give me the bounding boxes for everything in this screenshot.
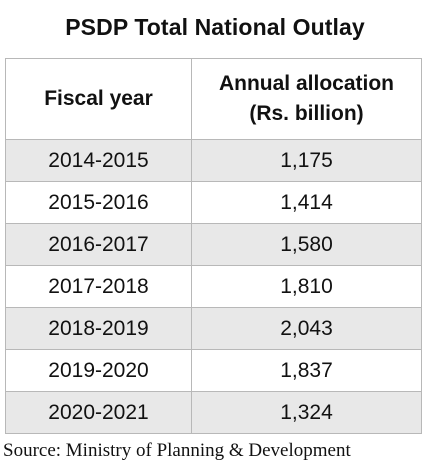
header-annual-allocation-line1: Annual allocation — [218, 72, 394, 95]
cell-fiscal-year: 2020-2021 — [5, 391, 192, 434]
header-annual-allocation-line2: (Rs. billion) — [249, 102, 364, 125]
cell-allocation: 1,324 — [191, 391, 422, 434]
source-note: Source: Ministry of Planning & Developme… — [3, 440, 351, 461]
table-row: 2017-2018 1,810 — [5, 265, 422, 308]
cell-fiscal-year: 2016-2017 — [5, 223, 192, 266]
header-row: Fiscal year Annual allocation (Rs. billi… — [5, 58, 422, 140]
table-row: 2015-2016 1,414 — [5, 181, 422, 224]
cell-fiscal-year: 2014-2015 — [5, 139, 192, 182]
header-fiscal-year: Fiscal year — [5, 58, 192, 140]
table-row: 2018-2019 2,043 — [5, 307, 422, 350]
outlay-table: Fiscal year Annual allocation (Rs. billi… — [5, 58, 422, 434]
table-row: 2020-2021 1,324 — [5, 391, 422, 434]
table-row: 2016-2017 1,580 — [5, 223, 422, 266]
cell-allocation: 1,580 — [191, 223, 422, 266]
cell-allocation: 1,414 — [191, 181, 422, 224]
cell-fiscal-year: 2017-2018 — [5, 265, 192, 308]
cell-allocation: 1,837 — [191, 349, 422, 392]
table-title: PSDP Total National Outlay — [65, 14, 365, 40]
header-annual-allocation: Annual allocation (Rs. billion) — [191, 58, 422, 140]
cell-allocation: 1,810 — [191, 265, 422, 308]
cell-fiscal-year: 2018-2019 — [5, 307, 192, 350]
cell-fiscal-year: 2015-2016 — [5, 181, 192, 224]
cell-allocation: 1,175 — [191, 139, 422, 182]
cell-allocation: 2,043 — [191, 307, 422, 350]
cell-fiscal-year: 2019-2020 — [5, 349, 192, 392]
table-row: 2014-2015 1,175 — [5, 139, 422, 182]
table-row: 2019-2020 1,837 — [5, 349, 422, 392]
